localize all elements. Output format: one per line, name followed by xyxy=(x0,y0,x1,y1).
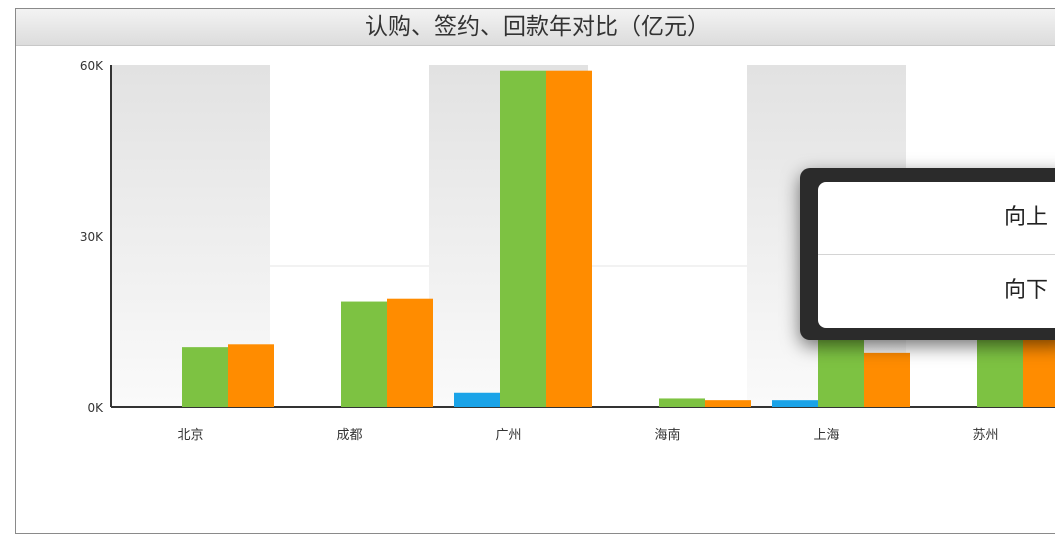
bar xyxy=(864,352,910,407)
bar xyxy=(228,344,274,407)
x-tick-label: 广州 xyxy=(495,428,521,443)
y-tick-label: 60K xyxy=(80,59,104,73)
y-tick-label: 30K xyxy=(80,230,104,244)
bar xyxy=(500,70,546,407)
bar xyxy=(454,392,500,407)
bar xyxy=(705,400,751,407)
menu-item-move-down[interactable]: 向下 xyxy=(1004,278,1049,303)
x-tick-label: 成都 xyxy=(336,428,362,443)
menu-divider xyxy=(818,254,1055,255)
menu-item-move-up[interactable]: 向上 xyxy=(1004,205,1049,230)
x-tick-label: 苏州 xyxy=(972,427,998,443)
chart-title: 认购、签约、回款年对比（亿元） xyxy=(16,9,1055,46)
bar xyxy=(659,398,705,407)
bar xyxy=(546,70,592,407)
bar xyxy=(387,298,433,407)
x-tick-label: 上海 xyxy=(813,428,839,443)
chart-plot: 0K 30K 60K 北京 成都 广州 海南 上海 苏州 xyxy=(80,59,1055,443)
x-tick-label: 北京 xyxy=(177,428,203,443)
context-menu: 向上 向下 xyxy=(818,182,1055,328)
x-tick-label: 海南 xyxy=(654,427,680,443)
bar xyxy=(341,301,387,407)
y-tick-label: 0K xyxy=(87,401,104,415)
bar xyxy=(182,347,228,407)
bar xyxy=(772,400,818,407)
